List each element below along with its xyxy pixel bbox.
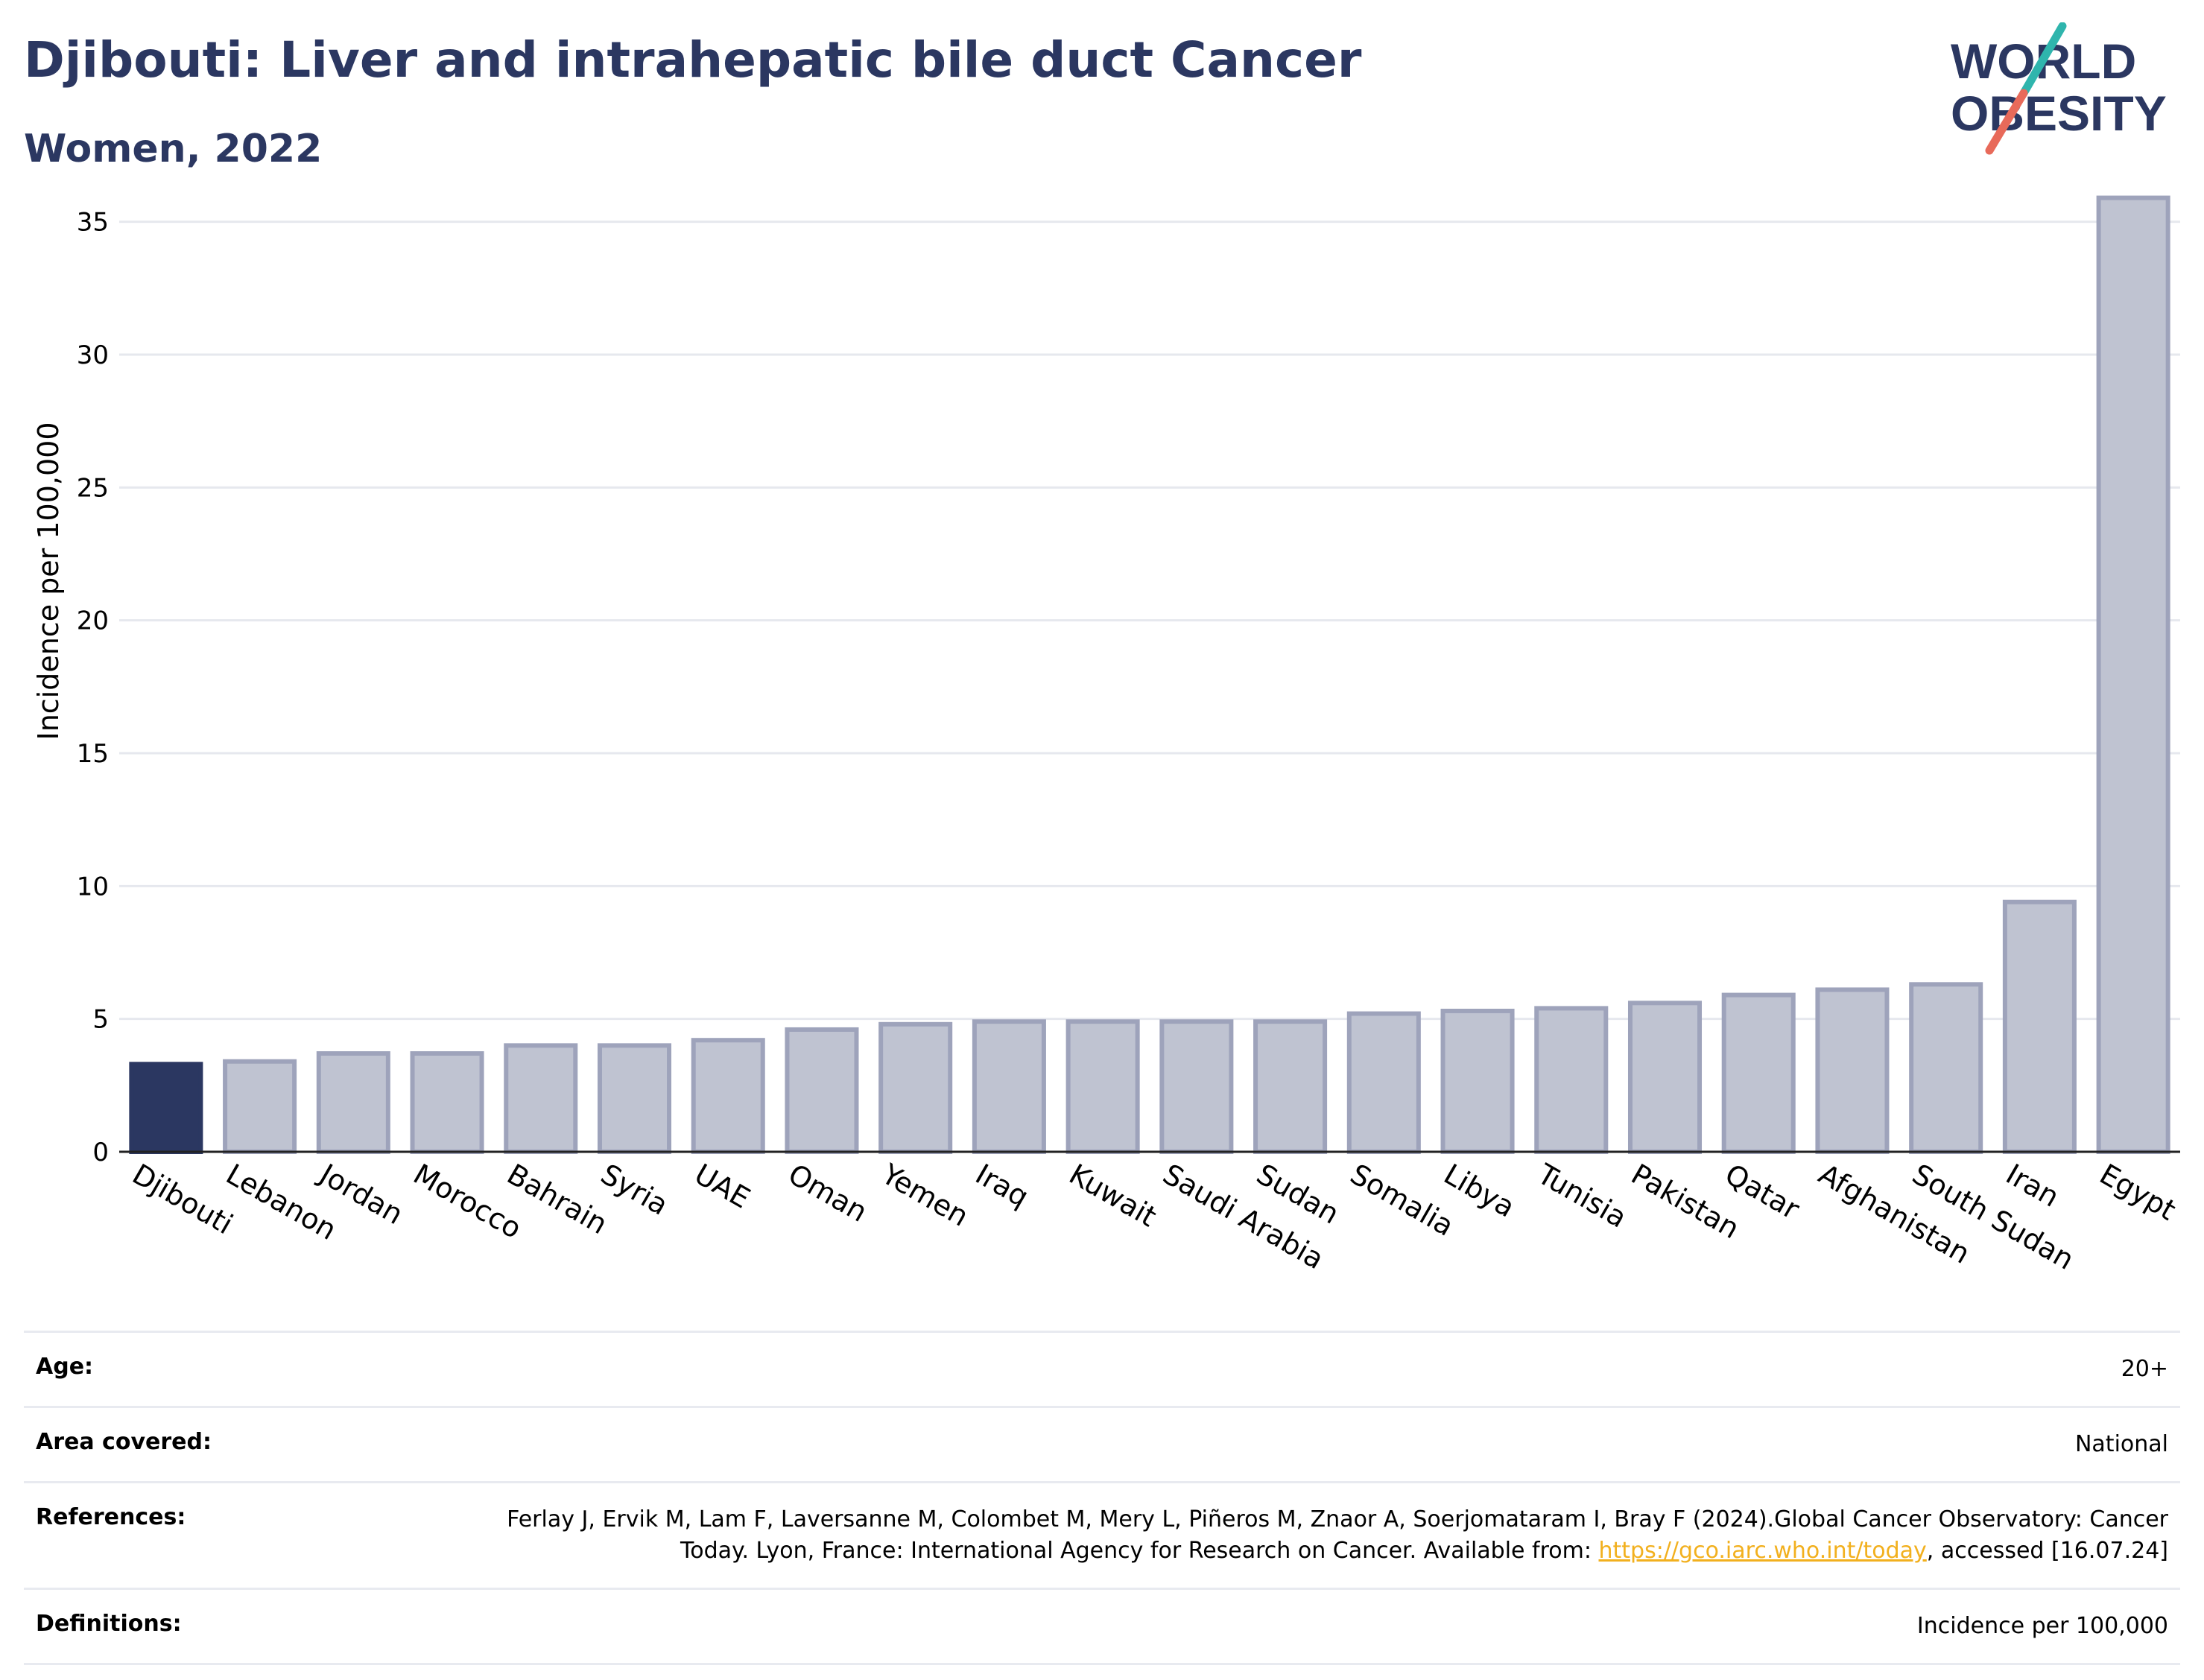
page-title: Djibouti: Liver and intrahepatic bile du… xyxy=(24,31,1362,89)
x-tick-label: Morocco xyxy=(408,1158,528,1246)
reference-text: Ferlay J, Ervik M, Lam F, Laversanne M, … xyxy=(507,1506,2168,1564)
bar-afghanistan xyxy=(1815,987,1890,1155)
metadata-table: Age: 20+ Area covered: National Referenc… xyxy=(24,1331,2180,1665)
world-obesity-logo: WORLD OBESITY xyxy=(1951,22,2167,155)
y-axis-label: Incidence per 100,000 xyxy=(32,422,65,740)
meta-value-references: Ferlay J, Ervik M, Lam F, Laversanne M, … xyxy=(455,1504,2168,1567)
x-tick-label: Yemen xyxy=(875,1157,974,1233)
bar-pakistan xyxy=(1627,1001,1703,1155)
reference-link[interactable]: https://gco.iarc.who.int/today xyxy=(1598,1538,1927,1564)
bar-iran xyxy=(2002,899,2077,1154)
y-tick-label: 20 xyxy=(77,606,109,636)
bar-somalia xyxy=(1346,1011,1421,1154)
bar-bahrain xyxy=(504,1043,578,1155)
bar-lebanon xyxy=(223,1059,297,1154)
y-tick-label: 0 xyxy=(92,1138,109,1167)
x-tick-label: Egypt xyxy=(2094,1158,2182,1227)
bars xyxy=(129,195,2170,1155)
x-tick-label: Pakistan xyxy=(1626,1158,1745,1246)
meta-label: References: xyxy=(36,1504,186,1530)
meta-value: Incidence per 100,000 xyxy=(1916,1613,2168,1639)
meta-label: Definitions: xyxy=(36,1611,182,1637)
x-tick-label: Tunisia xyxy=(1531,1157,1632,1234)
meta-row-age: Age: 20+ xyxy=(24,1331,2180,1406)
bar-oman xyxy=(785,1027,859,1155)
bar-sudan xyxy=(1253,1019,1328,1154)
bar-djibouti xyxy=(129,1062,203,1155)
grid-lines xyxy=(119,221,2180,1021)
bar-egypt xyxy=(2096,195,2170,1155)
bar-saudi-arabia xyxy=(1159,1019,1234,1154)
y-tick-label: 10 xyxy=(77,872,109,901)
bar-libya xyxy=(1440,1008,1515,1155)
x-tick-label: Iraq xyxy=(970,1158,1034,1214)
logo-line2: OBESITY xyxy=(1951,86,2167,141)
bar-iraq xyxy=(972,1019,1046,1154)
x-tick-label: Kuwait xyxy=(1064,1158,1162,1234)
meta-value: 20+ xyxy=(2121,1356,2168,1382)
bar-south-sudan xyxy=(1909,982,1983,1155)
x-tick-label: Djibouti xyxy=(127,1158,238,1241)
meta-value: National xyxy=(2074,1431,2168,1457)
bar-kuwait xyxy=(1065,1019,1140,1154)
y-tick-label: 15 xyxy=(77,739,109,769)
bar-morocco xyxy=(410,1051,484,1154)
x-tick-label: Iran xyxy=(2001,1158,2065,1214)
page-subtitle: Women, 2022 xyxy=(24,127,323,171)
y-tick-label: 30 xyxy=(77,340,109,370)
reference-text-after: , accessed [16.07.24] xyxy=(1926,1538,2168,1564)
meta-row-references: References: Ferlay J, Ervik M, Lam F, La… xyxy=(24,1481,2180,1588)
meta-row-definitions: Definitions: Incidence per 100,000 xyxy=(24,1588,2180,1665)
y-tick-label: 25 xyxy=(77,473,109,503)
x-tick-label: UAE xyxy=(689,1158,756,1215)
logo-slash-top xyxy=(2019,22,2067,98)
bar-tunisia xyxy=(1534,1006,1609,1155)
bar-uae xyxy=(691,1038,765,1154)
x-tick-label: Saudi Arabia xyxy=(1157,1158,1329,1276)
x-tick-label: Somalia xyxy=(1345,1158,1460,1243)
meta-label: Age: xyxy=(36,1354,94,1380)
bar-qatar xyxy=(1721,992,1796,1154)
meta-label: Area covered: xyxy=(36,1429,212,1455)
bar-syria xyxy=(597,1043,672,1155)
logo-slash-bottom xyxy=(1985,89,2028,155)
x-tick-label: Oman xyxy=(782,1158,873,1229)
y-tick-label: 5 xyxy=(92,1005,109,1035)
y-tick-labels: 0 5 10 15 20 25 30 35 xyxy=(77,208,109,1167)
meta-row-area: Area covered: National xyxy=(24,1406,2180,1481)
bar-jordan xyxy=(316,1051,390,1154)
y-tick-label: 35 xyxy=(77,208,109,238)
bar-yemen xyxy=(878,1021,953,1155)
